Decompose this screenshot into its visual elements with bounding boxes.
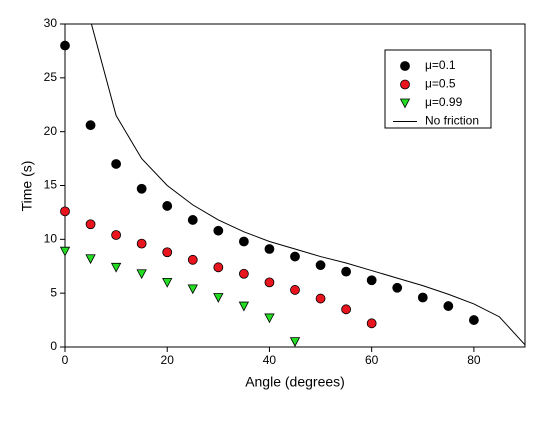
data-point <box>85 120 96 131</box>
data-point <box>341 266 352 277</box>
legend-label: μ=0.5 <box>425 77 456 91</box>
data-point <box>315 260 326 271</box>
legend-marker <box>400 79 410 90</box>
data-point <box>59 246 71 257</box>
legend-label: μ=0.99 <box>425 95 463 109</box>
legend-marker <box>399 98 411 109</box>
data-point <box>187 215 198 225</box>
data-point <box>264 277 275 288</box>
data-point <box>136 269 147 280</box>
y-tick-label: 15 <box>44 178 58 192</box>
data-point <box>162 247 173 258</box>
data-point <box>238 236 249 247</box>
data-point <box>341 304 352 315</box>
y-tick-label: 20 <box>44 124 58 138</box>
y-tick-label: 25 <box>44 70 58 84</box>
data-point <box>417 292 428 303</box>
data-point <box>264 244 275 254</box>
data-point <box>136 238 147 249</box>
legend-box <box>384 49 492 129</box>
y-tick-label: 0 <box>50 339 57 353</box>
data-point <box>136 183 147 194</box>
data-point <box>290 251 300 262</box>
data-point <box>392 282 403 293</box>
data-point <box>468 315 479 325</box>
x-tick-label: 80 <box>467 353 481 367</box>
data-point <box>60 40 70 51</box>
y-tick-label: 10 <box>44 232 58 246</box>
data-point <box>60 206 70 217</box>
data-point <box>213 225 224 236</box>
data-point <box>187 284 198 295</box>
data-point <box>111 159 122 169</box>
x-tick-label: 0 <box>62 353 69 367</box>
data-point <box>213 293 224 303</box>
data-point <box>85 219 96 230</box>
data-point <box>238 301 250 312</box>
data-point <box>264 313 275 324</box>
data-point <box>443 301 454 311</box>
data-point <box>289 337 301 347</box>
data-point <box>187 254 198 265</box>
data-point <box>111 230 122 240</box>
y-axis-label: Time (s) <box>19 161 35 212</box>
data-point <box>162 201 173 211</box>
data-point <box>85 254 96 265</box>
data-point <box>213 262 224 273</box>
legend-label: μ=0.1 <box>425 58 456 72</box>
data-point <box>315 293 326 304</box>
y-tick-label: 5 <box>50 285 57 299</box>
data-point <box>110 262 122 273</box>
legend-marker <box>400 61 410 71</box>
data-point <box>290 285 300 295</box>
data-point <box>366 318 377 329</box>
data-point <box>162 278 173 288</box>
data-point <box>238 268 249 279</box>
data-line <box>90 24 525 346</box>
y-tick-label: 30 <box>44 16 58 30</box>
x-tick-label: 60 <box>365 353 379 367</box>
legend-label: No friction <box>425 114 479 128</box>
data-point <box>366 275 377 286</box>
x-tick-label: 20 <box>161 353 175 367</box>
x-axis-label: Angle (degrees) <box>245 374 345 390</box>
x-tick-label: 40 <box>263 353 277 367</box>
